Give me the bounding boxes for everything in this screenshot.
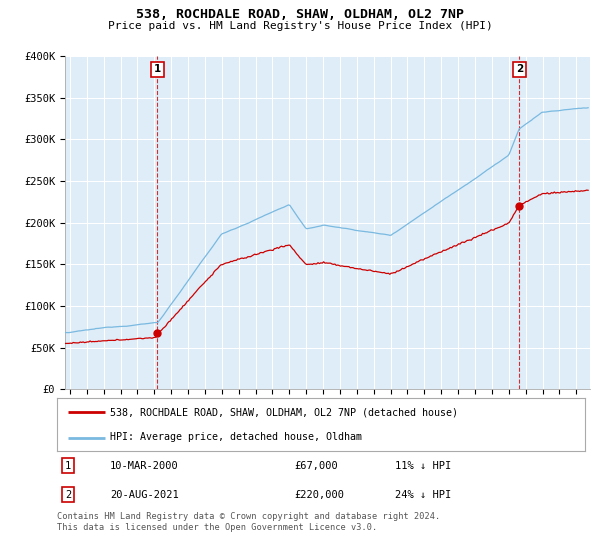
Text: 11% ↓ HPI: 11% ↓ HPI <box>395 461 451 471</box>
Text: 20-AUG-2021: 20-AUG-2021 <box>110 489 179 500</box>
Text: 1: 1 <box>154 64 161 74</box>
Text: £67,000: £67,000 <box>295 461 338 471</box>
Text: Price paid vs. HM Land Registry's House Price Index (HPI): Price paid vs. HM Land Registry's House … <box>107 21 493 31</box>
Text: 2: 2 <box>65 489 71 500</box>
Text: 24% ↓ HPI: 24% ↓ HPI <box>395 489 451 500</box>
Text: HPI: Average price, detached house, Oldham: HPI: Average price, detached house, Oldh… <box>110 432 362 442</box>
Text: 1: 1 <box>65 461 71 471</box>
Text: 538, ROCHDALE ROAD, SHAW, OLDHAM, OL2 7NP (detached house): 538, ROCHDALE ROAD, SHAW, OLDHAM, OL2 7N… <box>110 408 458 418</box>
Text: 538, ROCHDALE ROAD, SHAW, OLDHAM, OL2 7NP: 538, ROCHDALE ROAD, SHAW, OLDHAM, OL2 7N… <box>136 8 464 21</box>
Text: Contains HM Land Registry data © Crown copyright and database right 2024.
This d: Contains HM Land Registry data © Crown c… <box>57 512 440 532</box>
Text: £220,000: £220,000 <box>295 489 344 500</box>
Text: 2: 2 <box>516 64 523 74</box>
Text: 10-MAR-2000: 10-MAR-2000 <box>110 461 179 471</box>
